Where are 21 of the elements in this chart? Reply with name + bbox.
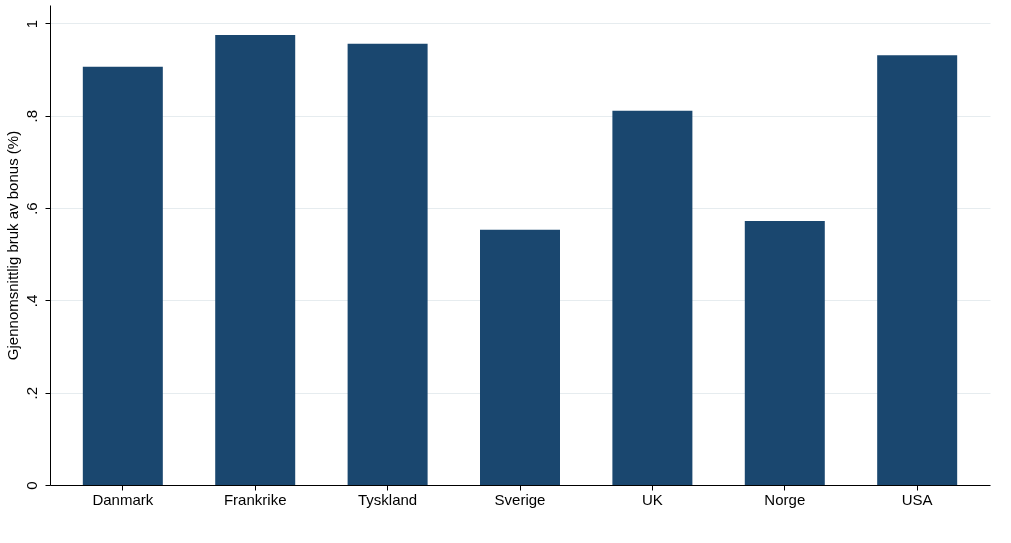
x-tick-label: UK xyxy=(641,490,663,508)
x-tick-label: Danmark xyxy=(92,490,154,508)
x-tick-label: Frankrike xyxy=(223,490,287,508)
bar xyxy=(215,35,296,485)
y-tick-label: .6 xyxy=(22,202,40,215)
y-tick-label: 0 xyxy=(22,481,40,490)
y-axis-title: Gjennomsnittlig bruk av bonus (%) xyxy=(3,130,21,361)
y-tick-label: .2 xyxy=(22,386,40,400)
y-tick-label: .8 xyxy=(22,110,40,123)
bar xyxy=(347,43,428,485)
x-tick-label: Tyskland xyxy=(358,490,418,508)
y-tick-label: .4 xyxy=(22,294,40,308)
bar xyxy=(877,55,958,485)
bar xyxy=(480,229,560,485)
bar xyxy=(612,110,693,485)
bar xyxy=(744,221,825,485)
y-tick-label: 1 xyxy=(22,19,40,29)
x-tick-label: USA xyxy=(901,490,933,508)
bar xyxy=(82,66,163,485)
x-tick-label: Norge xyxy=(764,490,806,508)
x-tick-label: Sverige xyxy=(494,490,546,508)
